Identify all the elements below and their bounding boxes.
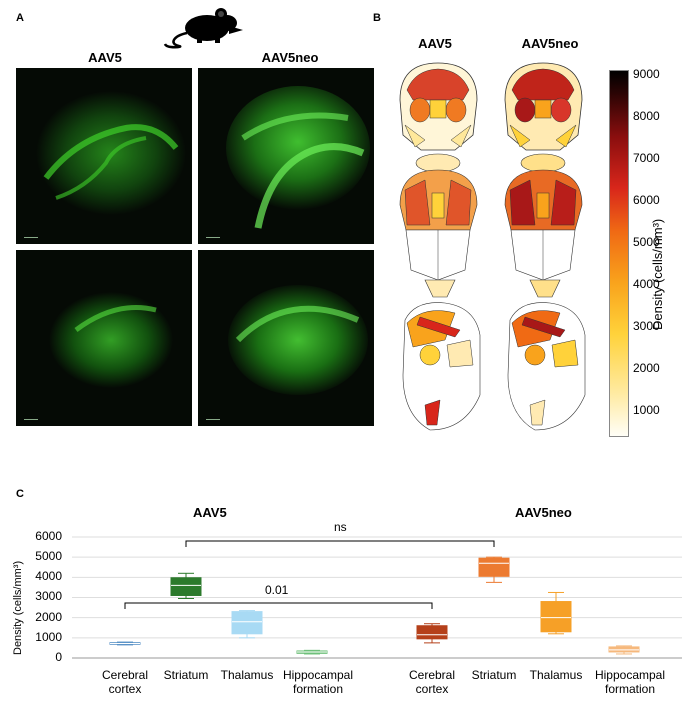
panel-b-title-aav5: AAV5 bbox=[418, 36, 452, 51]
sagittal-section-aav5neo bbox=[507, 279, 586, 431]
micrograph-aav5-bottom bbox=[16, 250, 192, 426]
panel-c-letter: C bbox=[16, 488, 24, 500]
colorbar-tick: 8000 bbox=[633, 109, 660, 123]
colorbar-tick: 9000 bbox=[633, 67, 660, 81]
panel-b-letter: B bbox=[373, 12, 381, 24]
horizontal-section-aav5neo bbox=[504, 153, 583, 281]
brain-density-atlas bbox=[399, 62, 586, 431]
significance-bracket-ns bbox=[185, 540, 495, 547]
coronal-section-aav5 bbox=[399, 62, 478, 151]
box-body bbox=[170, 577, 202, 596]
x-tick-label: Striatum bbox=[471, 668, 517, 682]
colorbar-tick: 5000 bbox=[633, 235, 660, 249]
x-tick-label: Cerebral cortex bbox=[408, 668, 456, 696]
panel-b-title-aav5neo: AAV5neo bbox=[521, 36, 579, 51]
colorbar-tick: 6000 bbox=[633, 193, 660, 207]
significance-bracket-pvalue bbox=[124, 602, 433, 609]
box-body bbox=[416, 625, 448, 640]
box-body bbox=[608, 646, 640, 653]
panel-a-title-aav5: AAV5 bbox=[88, 50, 122, 65]
micrograph-aav5-top bbox=[16, 68, 192, 244]
density-colorbar bbox=[609, 70, 629, 437]
x-tick-label: Thalamus bbox=[220, 668, 274, 682]
chart-group-title-aav5neo: AAV5neo bbox=[515, 505, 572, 520]
x-tick-label: Thalamus bbox=[529, 668, 583, 682]
y-tick-label: 4000 bbox=[35, 569, 62, 583]
chart-group-title-aav5: AAV5 bbox=[193, 505, 227, 520]
x-tick-label: Hippocampal formation bbox=[282, 668, 354, 696]
x-tick-label: Hippocampal formation bbox=[594, 668, 666, 696]
y-tick-label: 3000 bbox=[35, 589, 62, 603]
y-tick-label: 5000 bbox=[35, 549, 62, 563]
coronal-section-aav5neo bbox=[504, 62, 583, 151]
colorbar-tick: 2000 bbox=[633, 361, 660, 375]
box-body bbox=[231, 611, 263, 635]
horizontal-section-aav5 bbox=[399, 153, 478, 281]
y-tick-label: 1000 bbox=[35, 630, 62, 644]
micrograph-aav5neo-bottom bbox=[198, 250, 374, 426]
mouse-icon bbox=[163, 8, 243, 49]
y-tick-label: 2000 bbox=[35, 610, 62, 624]
box-body bbox=[478, 557, 510, 577]
x-tick-label: Cerebral cortex bbox=[101, 668, 149, 696]
colorbar-tick: 1000 bbox=[633, 403, 660, 417]
sagittal-section-aav5 bbox=[402, 279, 481, 431]
annotation-ns: ns bbox=[334, 520, 347, 534]
panel-a-title-aav5neo: AAV5neo bbox=[261, 50, 319, 65]
colorbar-tick: 3000 bbox=[633, 319, 660, 333]
annotation-pvalue: 0.01 bbox=[265, 583, 289, 597]
micrograph-aav5neo-top bbox=[198, 68, 374, 244]
y-tick-label: 6000 bbox=[35, 529, 62, 543]
panel-a-letter: A bbox=[16, 12, 24, 24]
x-tick-label: Striatum bbox=[163, 668, 209, 682]
y-tick-label: 0 bbox=[55, 650, 62, 664]
colorbar-tick: 4000 bbox=[633, 277, 660, 291]
box-body bbox=[540, 601, 572, 633]
colorbar-tick: 7000 bbox=[633, 151, 660, 165]
